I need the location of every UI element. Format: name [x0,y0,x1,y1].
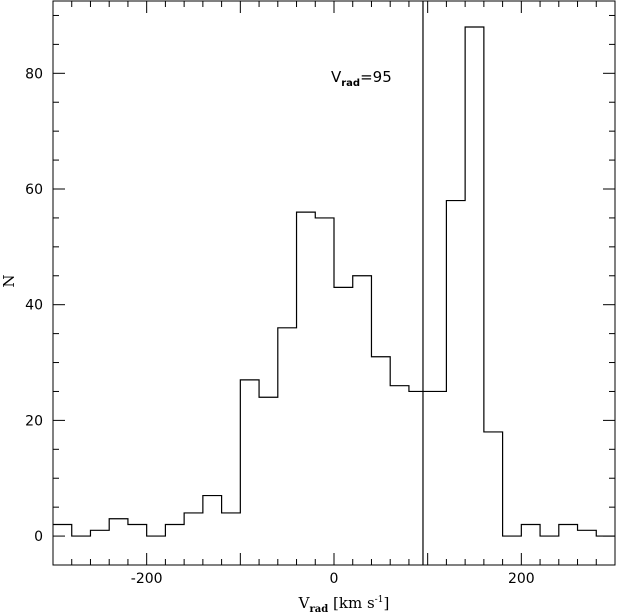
axis-ticks [52,1,616,566]
y-axis-title: N [0,274,18,287]
y-tick-label: 20 [25,413,43,429]
x-tick-label: -200 [131,571,163,587]
x-tick-label: 0 [330,571,339,587]
x-axis-title-sub: rad [310,604,329,614]
y-tick-label: 80 [25,66,43,82]
x-axis-title-units: [km s [328,594,374,612]
y-tick-label: 0 [34,529,43,545]
reference-label-value: =95 [360,68,392,86]
x-axis-title: Vrad [km s-1] [298,594,390,614]
x-axis-title-main: V [298,594,311,612]
x-axis-title-units-close: ] [383,594,389,612]
x-axis-title-units-sup: -1 [375,595,384,605]
x-tick-label: 200 [508,571,535,587]
histogram-step-line [53,26,615,537]
tick-labels: -200 0 200 0 20 40 60 80 [25,66,535,587]
reference-label-sub: rad [341,78,360,89]
y-tick-label: 60 [25,182,43,198]
y-tick-label: 40 [25,298,43,314]
reference-line-label: Vrad=95 [331,68,392,89]
reference-label-main: V [331,68,342,86]
